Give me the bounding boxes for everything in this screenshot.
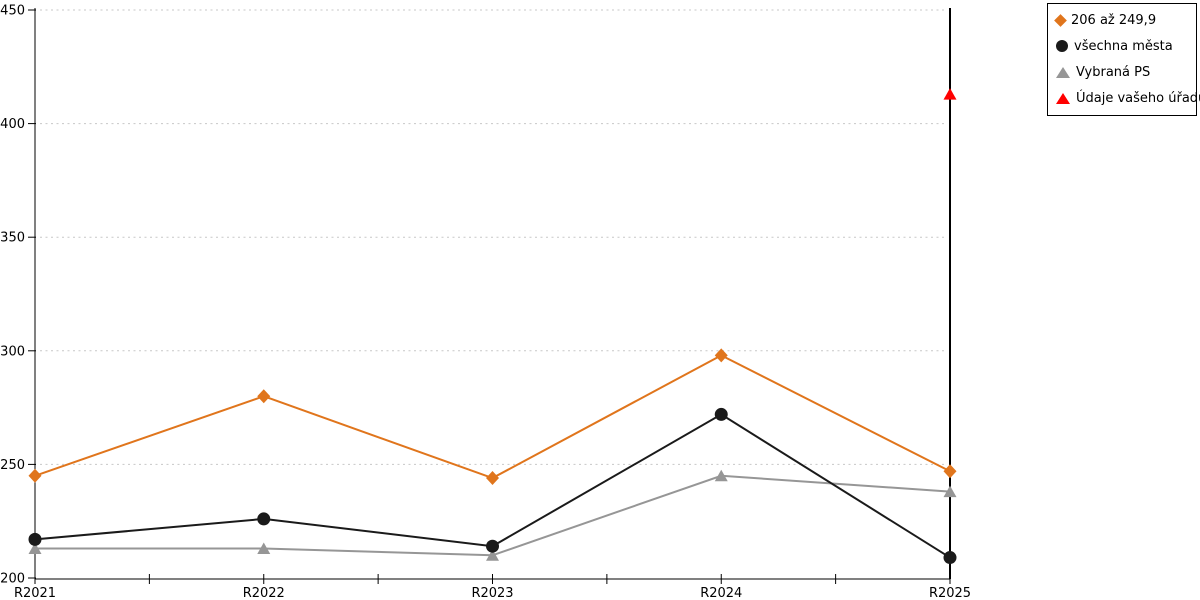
marker-udaje-vaseho-uradu-R2025 bbox=[943, 88, 957, 100]
marker-vsechna-mesta-R2021 bbox=[28, 532, 42, 546]
x-tick-label-R2021: R2021 bbox=[14, 586, 56, 600]
marker-vybrana-ps-R2023 bbox=[486, 549, 499, 561]
legend-label: Údaje vašeho úřadu bbox=[1076, 91, 1200, 107]
legend-label: všechna města bbox=[1074, 38, 1173, 54]
legend-item-udaje-vaseho-uradu: Údaje vašeho úřadu bbox=[1056, 92, 1200, 105]
marker-vsechna-mesta-R2022 bbox=[257, 512, 271, 526]
legend-item-vsechna-mesta: všechna města bbox=[1056, 40, 1196, 53]
x-tick-label-R2025: R2025 bbox=[929, 586, 971, 600]
marker-206-az-249-9-R2023 bbox=[486, 471, 499, 486]
legend-item-vybrana-ps: Vybraná PS bbox=[1056, 66, 1196, 79]
y-tick-label-300: 300 bbox=[0, 344, 25, 359]
y-tick-label-450: 450 bbox=[0, 4, 25, 19]
marker-206-az-249-9-R2025 bbox=[943, 464, 957, 479]
x-tick-label-R2024: R2024 bbox=[700, 586, 742, 600]
marker-vsechna-mesta-R2024 bbox=[714, 407, 728, 421]
series-line-206-az-249-9 bbox=[34, 354, 951, 480]
orange-diamond-icon bbox=[1054, 13, 1067, 27]
red-triangle-icon bbox=[1056, 93, 1070, 105]
series-line-vsechna-mesta bbox=[34, 413, 951, 559]
x-tick-label-R2022: R2022 bbox=[243, 586, 285, 600]
marker-vsechna-mesta-R2023 bbox=[486, 539, 499, 553]
marker-vybrana-ps-R2024 bbox=[714, 469, 728, 482]
chart-legend: 206 až 249,9 všechna města Vybraná PS Úd… bbox=[1047, 3, 1200, 116]
marker-206-az-249-9-R2021 bbox=[28, 468, 42, 483]
y-tick-label-250: 250 bbox=[0, 458, 25, 473]
marker-vybrana-ps-R2022 bbox=[257, 542, 271, 554]
y-tick-label-200: 200 bbox=[0, 572, 25, 587]
y-tick-label-400: 400 bbox=[0, 117, 25, 132]
legend-item-206-az-249-9: 206 až 249,9 bbox=[1054, 12, 1196, 28]
marker-vsechna-mesta-R2025 bbox=[943, 551, 957, 565]
black-circle-icon bbox=[1056, 40, 1068, 53]
legend-label: 206 až 249,9 bbox=[1071, 12, 1157, 28]
legend-label: Vybraná PS bbox=[1076, 65, 1151, 81]
marker-206-az-249-9-R2022 bbox=[257, 389, 271, 404]
marker-vybrana-ps-R2025 bbox=[943, 485, 957, 498]
x-tick-label-R2023: R2023 bbox=[471, 586, 513, 600]
gray-triangle-icon bbox=[1056, 67, 1070, 79]
marker-206-az-249-9-R2024 bbox=[714, 348, 728, 363]
y-tick-label-350: 350 bbox=[0, 231, 25, 246]
marker-vybrana-ps-R2021 bbox=[28, 542, 42, 554]
